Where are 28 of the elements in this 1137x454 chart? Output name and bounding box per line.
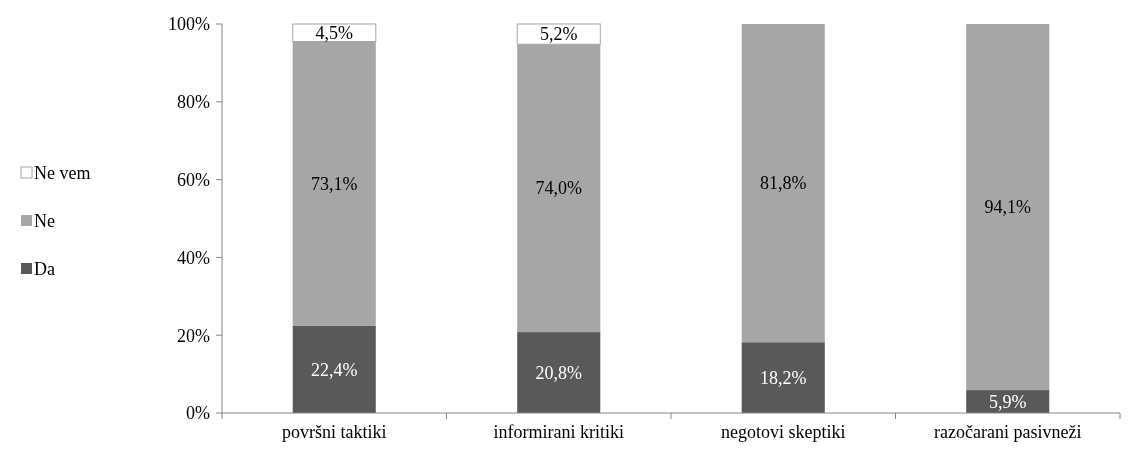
bar bbox=[741, 342, 825, 413]
bar bbox=[517, 332, 601, 413]
data-label: 22,4% bbox=[311, 359, 358, 380]
legend-label: Ne bbox=[34, 211, 55, 232]
data-label: 5,9% bbox=[989, 391, 1027, 412]
y-tick-label: 80% bbox=[177, 92, 210, 113]
x-tick-label: razočarani pasivneži bbox=[934, 422, 1082, 442]
y-tick-label: 60% bbox=[177, 169, 210, 190]
data-label: 5,2% bbox=[540, 24, 578, 45]
legend-label: Ne vem bbox=[34, 163, 91, 184]
bar bbox=[966, 24, 1050, 391]
x-tick-label: površni taktiki bbox=[282, 422, 387, 442]
data-label: 4,5% bbox=[315, 23, 353, 44]
data-label: 73,1% bbox=[311, 173, 358, 194]
y-tick-label: 100% bbox=[168, 14, 210, 35]
legend-label: Da bbox=[34, 259, 55, 280]
bar bbox=[741, 24, 825, 343]
data-label: 18,2% bbox=[760, 367, 807, 388]
y-tick-label: 40% bbox=[177, 247, 210, 268]
data-label: 74,0% bbox=[535, 178, 582, 199]
y-tick-label: 20% bbox=[177, 325, 210, 346]
data-label: 94,1% bbox=[984, 197, 1031, 218]
x-tick-label: negotovi skeptiki bbox=[721, 422, 846, 442]
x-tick-label: informirani kritiki bbox=[493, 422, 624, 442]
bar bbox=[292, 325, 376, 413]
y-tick-label: 0% bbox=[186, 403, 210, 424]
data-label: 20,8% bbox=[535, 362, 582, 383]
data-label: 81,8% bbox=[760, 173, 807, 194]
